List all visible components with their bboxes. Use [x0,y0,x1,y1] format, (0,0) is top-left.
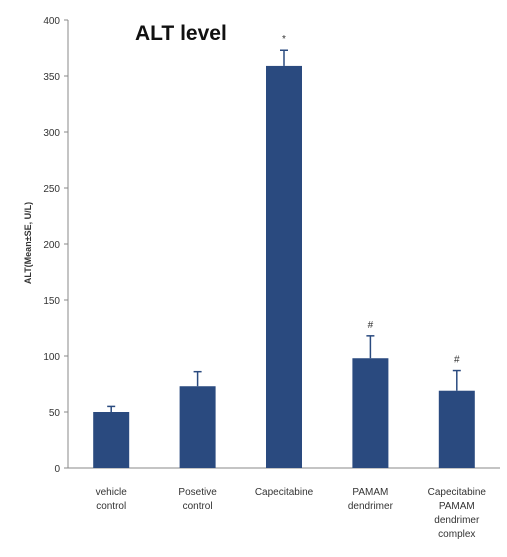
y-tick-label: 50 [49,408,61,419]
bar [179,386,216,468]
x-tick-label: Capecitabine PAMAM dendrimer complex [428,487,487,540]
x-tick-label: Posetive control [178,487,217,512]
bar [266,65,302,469]
y-axis-ticks: 0 50 100 150 200 250 300 350 400 [43,16,68,475]
y-axis-label: ALT(Mean±SE, U/L) [23,202,33,284]
bar [93,412,130,468]
x-tick-label: Capecitabine [255,487,314,498]
bars [93,65,475,469]
significance-mark: # [368,320,374,331]
y-tick-label: 300 [43,128,60,139]
y-tick-label: 0 [54,464,60,475]
y-tick-label: 400 [43,16,60,27]
x-tick-label: vehicle control [96,487,128,512]
y-tick-label: 350 [43,72,60,83]
significance-mark: # [454,355,460,366]
y-tick-label: 250 [43,184,60,195]
x-tick-label: PAMAM dendrimer [348,487,394,512]
error-bars [107,49,461,412]
bar [438,390,475,468]
y-tick-label: 200 [43,240,60,251]
significance-marks: * # # [282,34,460,365]
chart-title: ALT level [135,22,227,45]
significance-mark: * [282,34,286,45]
y-tick-label: 100 [43,352,60,363]
bar [352,358,389,468]
category-labels: vehicle control Posetive control Capecitabin… [96,487,487,540]
y-tick-label: 150 [43,296,60,307]
